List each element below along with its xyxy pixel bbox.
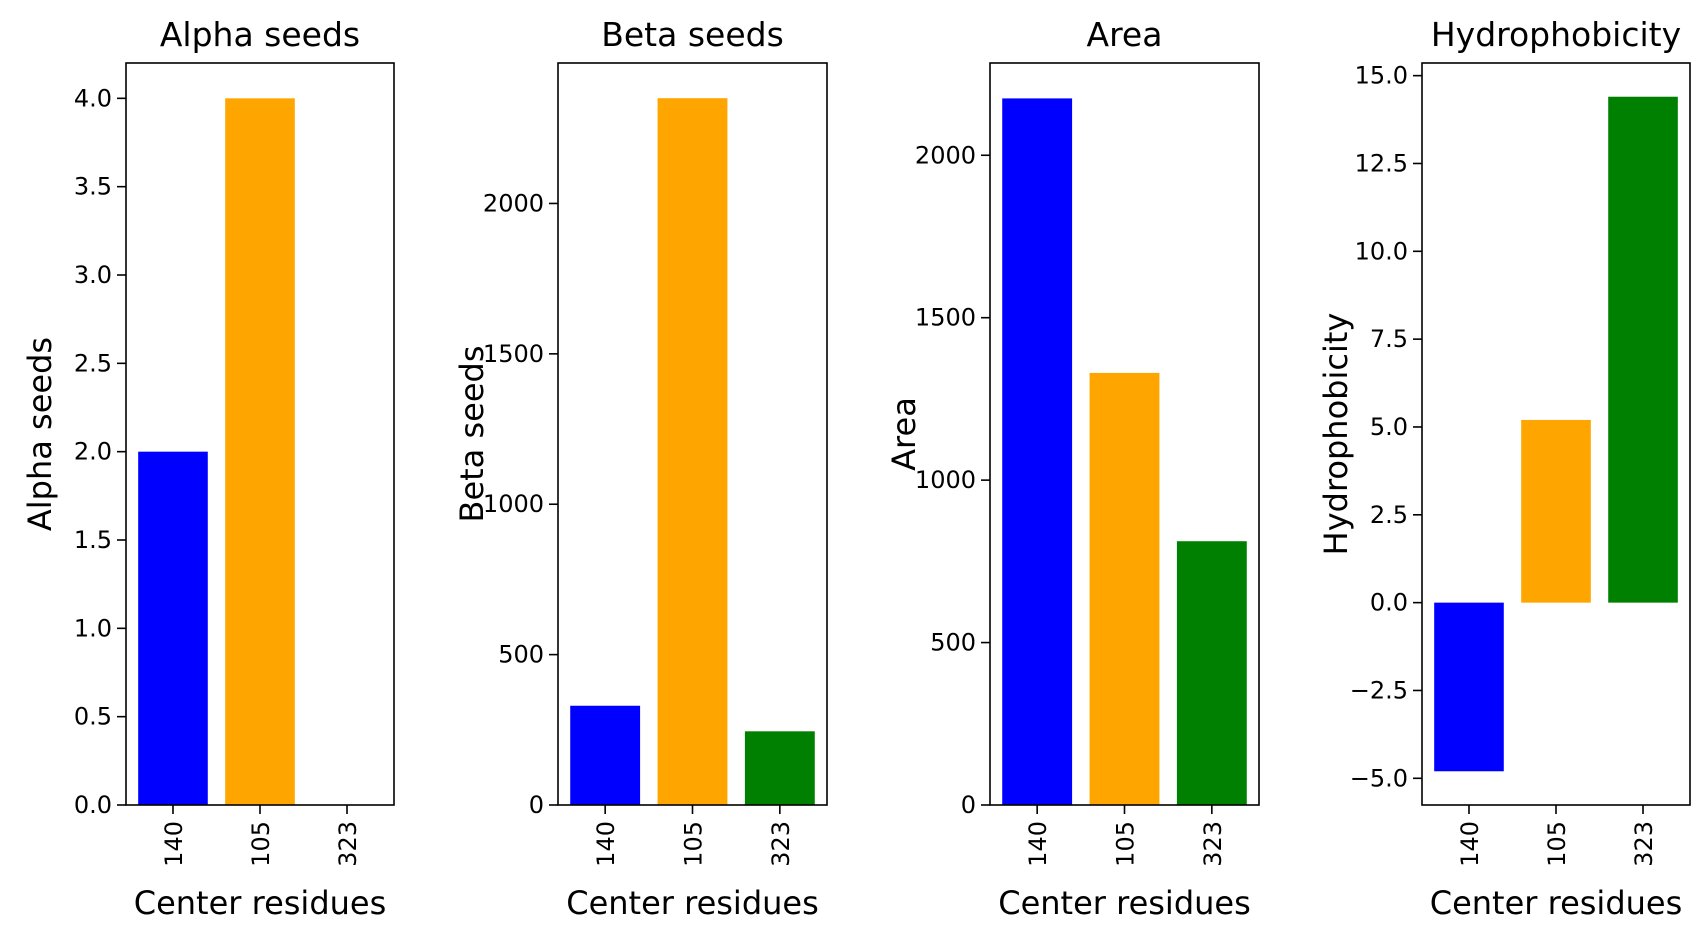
- y-tick-label: 2000: [915, 141, 976, 169]
- bar-105: [225, 98, 295, 805]
- y-tick-label: 7.5: [1370, 325, 1408, 353]
- y-tick-label: 1500: [483, 340, 544, 368]
- y-tick-label: 15.0: [1355, 62, 1408, 90]
- x-tick-label: 140: [160, 821, 188, 867]
- x-tick-label: 323: [767, 821, 795, 867]
- x-tick-label: 140: [592, 821, 620, 867]
- chart-panel-3: 0 500 1000 1500 2000 140 105 323 Area Center resi…: [885, 15, 1260, 922]
- bar-323: [744, 731, 815, 805]
- y-tick-label: 2.5: [1370, 501, 1408, 529]
- bar-105: [657, 98, 728, 805]
- y-tick-label: 1500: [915, 304, 976, 332]
- y-tick-label: 2.0: [74, 438, 112, 466]
- y-axis-label: Area: [885, 397, 923, 471]
- chart-panel-2: 0 500 1000 1500 2000 140 105 323 Beta seeds Cente…: [453, 15, 828, 922]
- bar-140: [570, 705, 641, 805]
- y-tick-label: 2.5: [74, 349, 112, 377]
- y-tick-label: 2000: [483, 189, 544, 217]
- y-tick-label: 1.5: [74, 526, 112, 554]
- x-tick-label: 140: [1456, 821, 1484, 867]
- y-tick-label: 1000: [483, 490, 544, 518]
- chart-title: Area: [1087, 15, 1163, 54]
- x-axis-label: Center residues: [134, 884, 387, 922]
- x-tick-label: 323: [334, 821, 362, 867]
- y-tick-label: 3.0: [74, 261, 112, 289]
- y-tick-label: 10.0: [1355, 237, 1408, 265]
- x-axis-label: Center residues: [1430, 884, 1683, 922]
- chart-title: Beta seeds: [601, 15, 784, 54]
- bar-140: [1002, 98, 1073, 805]
- chart-title: Hydrophobicity: [1431, 15, 1681, 54]
- bar-105: [1521, 419, 1591, 603]
- y-tick-label: 1000: [915, 466, 976, 494]
- y-tick-label: 12.5: [1355, 149, 1408, 177]
- y-tick-label: 3.5: [74, 173, 112, 201]
- y-tick-label: 1.0: [74, 614, 112, 642]
- x-axis-label: Center residues: [998, 884, 1251, 922]
- y-tick-label: 4.0: [74, 84, 112, 112]
- x-tick-label: 105: [247, 821, 275, 867]
- y-tick-label: 0: [961, 791, 976, 819]
- x-axis-label: Center residues: [566, 884, 819, 922]
- y-tick-label: −5.0: [1350, 764, 1408, 792]
- y-tick-label: 0: [529, 791, 544, 819]
- y-tick-label: 5.0: [1370, 413, 1408, 441]
- y-tick-label: 0.0: [1370, 589, 1408, 617]
- bar-140: [138, 451, 208, 805]
- y-axis-label: Alpha seeds: [21, 337, 59, 531]
- chart-panel-1: 0.0 0.5 1.0 1.5 2.0 2.5 3.0 3.5 4.0 140 105 323 Alph…: [21, 15, 395, 922]
- y-tick-label: 500: [498, 641, 544, 669]
- bar-323: [1176, 541, 1247, 805]
- chart-title: Alpha seeds: [160, 15, 360, 54]
- x-tick-label: 105: [680, 821, 708, 867]
- y-tick-label: 0.0: [74, 791, 112, 819]
- y-tick-label: 0.5: [74, 703, 112, 731]
- y-tick-label: −2.5: [1350, 676, 1408, 704]
- bar-323: [1608, 96, 1678, 603]
- bar-105: [1089, 372, 1160, 805]
- y-axis-label: Hydrophobicity: [1317, 313, 1355, 556]
- x-tick-label: 323: [1199, 821, 1227, 867]
- bar-140: [1434, 602, 1504, 772]
- x-tick-label: 140: [1024, 821, 1052, 867]
- chart-panel-4: −5.0 −2.5 0.0 2.5 5.0 7.5 10.0 12.5 15.0 140 105 32…: [1317, 15, 1691, 922]
- x-tick-label: 105: [1543, 821, 1571, 867]
- x-tick-label: 105: [1112, 821, 1140, 867]
- x-tick-label: 323: [1630, 821, 1658, 867]
- y-axis-label: Beta seeds: [453, 346, 491, 523]
- y-tick-label: 500: [930, 629, 976, 657]
